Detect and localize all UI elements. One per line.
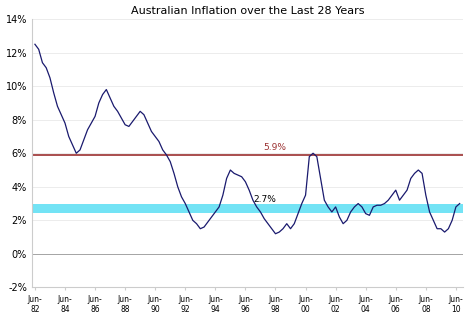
Text: 2.7%: 2.7% xyxy=(253,195,276,204)
Text: 5.9%: 5.9% xyxy=(264,143,286,152)
Bar xyxy=(32,204,463,213)
Title: Australian Inflation over the Last 28 Years: Australian Inflation over the Last 28 Ye… xyxy=(131,5,364,16)
